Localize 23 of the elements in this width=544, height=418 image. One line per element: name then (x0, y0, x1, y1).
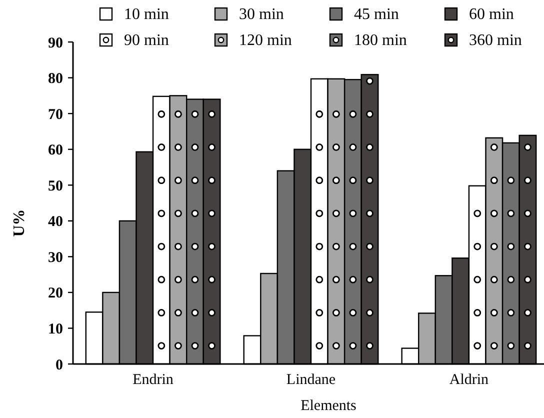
legend-label: 10 min (124, 6, 169, 23)
legend-label: 30 min (239, 6, 284, 23)
y-tick-label: 0 (56, 357, 63, 374)
y-tick-label: 60 (48, 142, 63, 159)
y-tick-label: 70 (48, 106, 63, 123)
y-tick-label: 10 (48, 321, 63, 338)
y-tick-label: 90 (48, 35, 63, 52)
x-axis-title: Elements (300, 398, 357, 414)
y-axis-title: U% (11, 209, 28, 237)
legend-label: 120 min (239, 32, 292, 49)
y-tick-label: 20 (48, 286, 63, 302)
x-tick-label: Aldrin (449, 372, 490, 388)
y-tick-label: 30 (48, 250, 63, 266)
y-tick-label: 80 (48, 71, 63, 88)
legend-label: 180 min (354, 32, 407, 49)
legend-label: 45 min (354, 6, 399, 23)
legend-label: 360 min (469, 32, 522, 49)
legend-label: 90 min (124, 32, 169, 49)
x-tick-label: Lindane (286, 372, 336, 388)
y-tick-label: 50 (48, 178, 63, 194)
y-tick-label: 40 (48, 214, 63, 230)
x-tick-label: Endrin (132, 372, 174, 388)
legend-label: 60 min (469, 6, 514, 23)
